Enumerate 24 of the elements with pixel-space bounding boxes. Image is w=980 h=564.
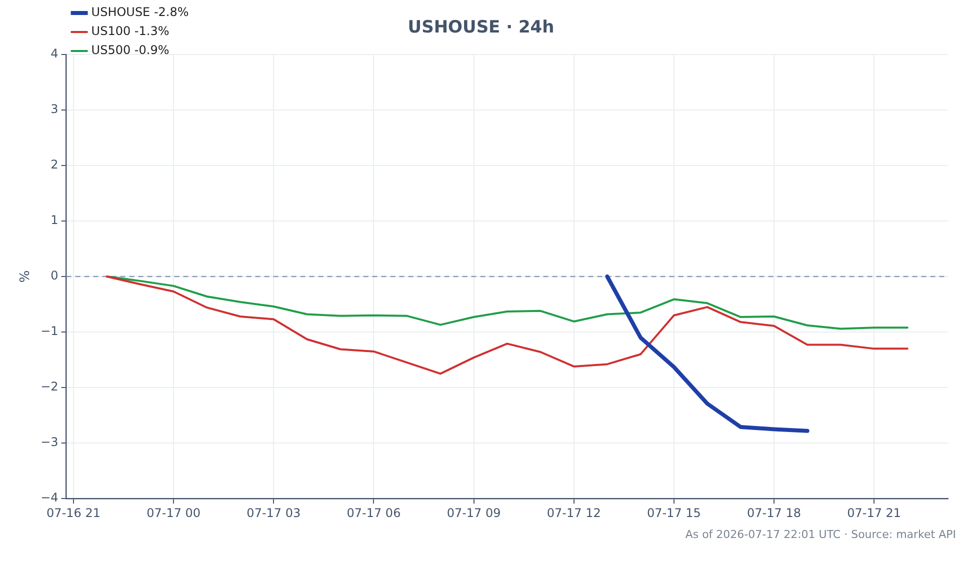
y-tick-label: −1 <box>40 324 58 338</box>
y-tick-label: 4 <box>50 46 58 61</box>
y-tick-label: 3 <box>50 102 58 116</box>
x-tick-label: 07-17 15 <box>646 506 701 520</box>
y-tick-label: −2 <box>40 380 58 394</box>
x-tick-label: 07-16 21 <box>46 506 100 520</box>
y-tick-label: 0 <box>50 268 58 283</box>
x-tick-label: 07-17 09 <box>446 506 501 520</box>
legend-label: USHOUSE -2.8% <box>91 5 189 20</box>
legend-label: US100 -1.3% <box>91 24 170 38</box>
y-tick-label: 1 <box>50 213 58 228</box>
x-tick-label: 07-17 00 <box>146 506 201 520</box>
y-axis-title: % <box>18 270 34 283</box>
chart-title: USHOUSE · 24h <box>408 18 554 38</box>
x-tick-label: 07-17 18 <box>747 506 801 520</box>
legend-label: US500 -0.9% <box>91 43 170 58</box>
x-tick-label: 07-17 03 <box>246 506 301 520</box>
y-tick-label: 2 <box>50 158 58 172</box>
x-tick-label: 07-17 12 <box>546 506 601 520</box>
x-tick-label: 07-17 21 <box>847 506 902 520</box>
y-tick-label: −3 <box>40 435 58 450</box>
text: As of 2026-07-17 22:01 UTC · Source: market API <box>685 528 956 541</box>
x-tick-label: 07-17 06 <box>346 506 401 520</box>
y-tick-label: −4 <box>40 490 58 505</box>
